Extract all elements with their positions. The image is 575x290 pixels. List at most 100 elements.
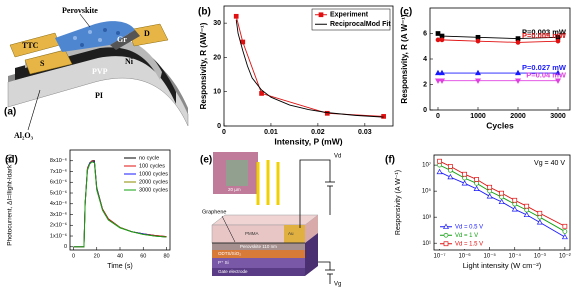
- marker: [473, 185, 480, 192]
- legend-marker: [443, 223, 449, 229]
- y-tick-label: 4: [423, 56, 427, 63]
- legend-label: 2000 cycles: [139, 179, 168, 185]
- y-tick-label: 10¹: [422, 241, 431, 247]
- y-tick-label: 10⁷: [422, 162, 431, 169]
- marker: [439, 69, 445, 76]
- marker: [555, 38, 561, 44]
- plot-frame: [433, 154, 571, 251]
- y-tick-label: 10³: [422, 215, 431, 221]
- series-line: [439, 160, 566, 227]
- marker: [436, 168, 443, 175]
- legend-label: 100 cycles: [139, 163, 165, 169]
- legend-box: [311, 8, 391, 31]
- label: PVP: [92, 67, 108, 76]
- marker: [435, 31, 441, 36]
- series-line: [73, 161, 167, 248]
- marker: [240, 39, 246, 45]
- series-line: [235, 19, 384, 118]
- x-axis-label: Light intensity (W cm⁻²): [463, 261, 542, 270]
- marker: [462, 175, 467, 181]
- x-axis-label: Intensity, P (mW): [274, 136, 342, 146]
- marker: [555, 78, 561, 84]
- y-tick-label: 8x10⁻⁶: [50, 157, 67, 164]
- x-tick-label: 10⁻²: [559, 254, 571, 260]
- marker: [475, 78, 481, 84]
- marker: [499, 194, 504, 200]
- marker: [524, 207, 530, 213]
- layer-label: P⁺ Si: [218, 260, 229, 265]
- label: Ni: [125, 57, 134, 66]
- plot-frame: [429, 7, 571, 111]
- x-tick-label: 0.02: [311, 129, 325, 136]
- y-tick-label: 0: [423, 107, 427, 114]
- series-line: [438, 39, 559, 43]
- legend-label: Vd = 0.5 V: [455, 224, 483, 230]
- marker: [475, 38, 481, 44]
- marker: [515, 69, 521, 76]
- panel-label: (a): [4, 107, 16, 118]
- device-schematic: (a) Perovskite TTC Gr D S PVP Ni PI Al₂O…: [4, 6, 189, 140]
- y-tick-label: 20: [213, 54, 221, 61]
- layer-label: PMMA: [245, 231, 259, 236]
- legend-marker: [443, 232, 449, 238]
- marker: [462, 171, 467, 177]
- y-axis-label: Responsivity, R (AW⁻¹): [199, 22, 208, 109]
- series-line: [439, 164, 566, 232]
- y-axis-label: Responsivity, R (A W⁻¹): [400, 14, 409, 103]
- marker: [537, 214, 543, 220]
- marker: [435, 37, 441, 43]
- y-tick-label: 1x10⁻⁶: [50, 232, 67, 239]
- layer-label: Au: [288, 231, 294, 236]
- layer-label: Perovskite 110 nm: [240, 244, 277, 249]
- panel-label: (b): [198, 7, 211, 18]
- marker: [475, 69, 481, 76]
- marker: [555, 69, 561, 76]
- x-tick-label: 10⁻⁴: [509, 253, 522, 260]
- legend-marker: [443, 241, 449, 247]
- marker: [487, 188, 493, 194]
- marker: [461, 180, 468, 186]
- legend-marker: [318, 12, 324, 18]
- x-tick-label: 40: [117, 253, 123, 259]
- x-tick-label: 0.01: [264, 129, 278, 136]
- y-tick-label: 10: [213, 89, 221, 96]
- y-tick-label: 2: [423, 81, 427, 88]
- y-tick-label: 0: [217, 123, 221, 130]
- label: Gr: [117, 35, 127, 44]
- marker: [448, 167, 453, 173]
- x-tick-label: 3000: [550, 113, 566, 120]
- x-axis-label: Cycles: [486, 120, 514, 130]
- x-tick-label: 0: [72, 253, 75, 259]
- y-axis-label: Responsivity (A W⁻¹): [395, 170, 402, 235]
- legend-label: Experiment: [330, 12, 369, 19]
- layer-label: Gate electrode: [218, 269, 248, 274]
- marker: [524, 203, 530, 209]
- y-tick-label: 2x10⁻⁶: [50, 222, 67, 229]
- marker: [437, 162, 442, 168]
- series-label: P=0.04 mW: [526, 71, 567, 80]
- marker: [447, 173, 454, 180]
- scale-bar-label: 20 µm: [228, 187, 241, 192]
- series-label: P=0.009 mW: [522, 31, 567, 40]
- label: Al₂O₃: [14, 131, 34, 140]
- marker: [537, 210, 543, 216]
- label: Vg: [334, 282, 341, 288]
- x-tick-label: 10⁻⁵: [484, 253, 497, 260]
- detector-schematic: (e) 20 µm Light PMMA Au Perovskite 110 n…: [200, 152, 341, 288]
- y-tick-label: 3x10⁻⁶: [50, 211, 67, 218]
- plot-frame: [223, 5, 394, 127]
- marker: [512, 197, 518, 203]
- y-axis-label: Photocurrent, ΔI=Ilight-Idark (A): [7, 154, 14, 246]
- marker: [512, 201, 518, 207]
- chart: (c) 0 1000 2000 3000 0 2 4 6 Cycles Responsivity, …: [400, 7, 571, 130]
- marker: [536, 219, 543, 225]
- x-tick-label: 20: [94, 253, 100, 259]
- marker: [562, 229, 568, 234]
- marker: [435, 69, 441, 76]
- marker: [486, 193, 493, 199]
- label: Light: [284, 164, 297, 170]
- marker: [498, 198, 505, 205]
- x-tick-label: 0.03: [358, 129, 372, 136]
- legend-label: Vd = 1 V: [455, 233, 478, 239]
- marker: [475, 34, 481, 40]
